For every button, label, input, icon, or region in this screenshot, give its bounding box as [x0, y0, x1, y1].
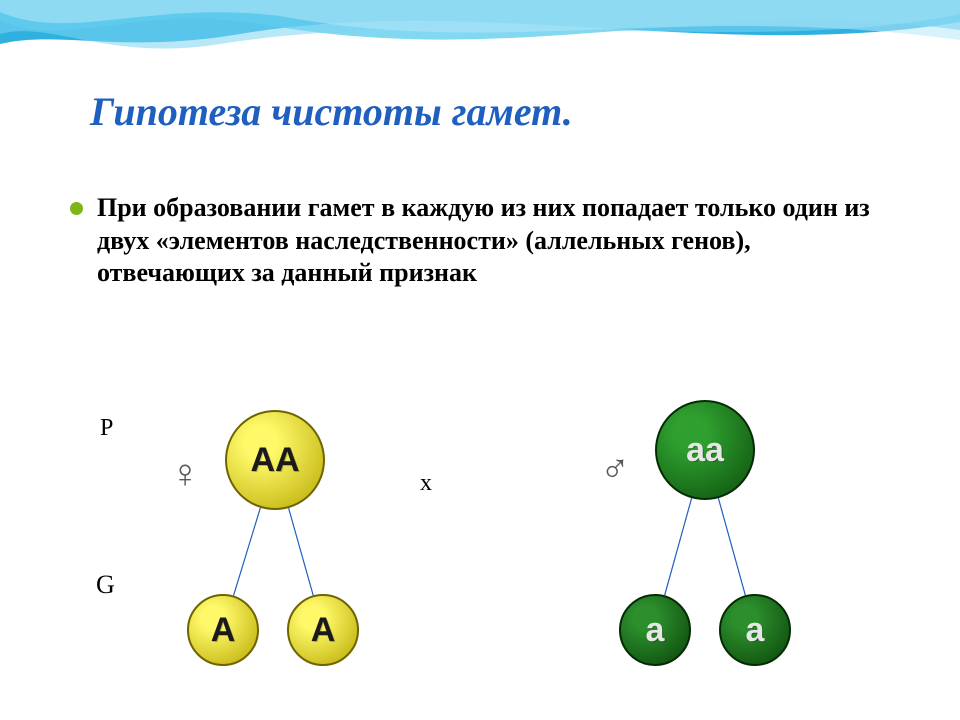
- label-g: G: [96, 570, 115, 600]
- slide-title: Гипотеза чистоты гамет.: [90, 88, 573, 135]
- wave-layer-1: [0, 0, 960, 40]
- gamete-node-a-rec-2: а: [719, 594, 791, 666]
- gamete-node-a-rec-2-label: а: [746, 611, 765, 650]
- wave-top: [0, 0, 960, 70]
- parent-node-dominant-label: АА: [250, 441, 299, 480]
- label-cross: х: [420, 470, 432, 497]
- edge-line: [234, 508, 261, 596]
- gamete-node-a-rec-1-label: а: [646, 611, 665, 650]
- gamete-node-a2-label: А: [311, 611, 336, 650]
- label-p: Р: [100, 415, 113, 442]
- slide: Гипотеза чистоты гамет. При образовании …: [0, 0, 960, 720]
- female-symbol-icon: ♀: [170, 450, 200, 497]
- parent-node-recessive: аа: [655, 400, 755, 500]
- parent-node-recessive-label: аа: [686, 431, 724, 470]
- bullet-dot-icon: [70, 202, 83, 215]
- gamete-node-a1: А: [187, 594, 259, 666]
- gamete-node-a-rec-1: а: [619, 594, 691, 666]
- body-text: При образовании гамет в каждую из них по…: [97, 192, 890, 290]
- wave-layer-2: [0, 0, 960, 49]
- edge-line: [718, 498, 745, 595]
- wave-layer-0: [0, 0, 960, 44]
- gamete-node-a2: А: [287, 594, 359, 666]
- bullet-row: При образовании гамет в каждую из них по…: [70, 192, 890, 290]
- edge-line: [665, 498, 692, 595]
- male-symbol-icon: ♂: [600, 445, 630, 492]
- wave-layer-3: [0, 0, 960, 40]
- parent-node-dominant: АА: [225, 410, 325, 510]
- gamete-node-a1-label: А: [211, 611, 236, 650]
- edge-line: [289, 508, 314, 595]
